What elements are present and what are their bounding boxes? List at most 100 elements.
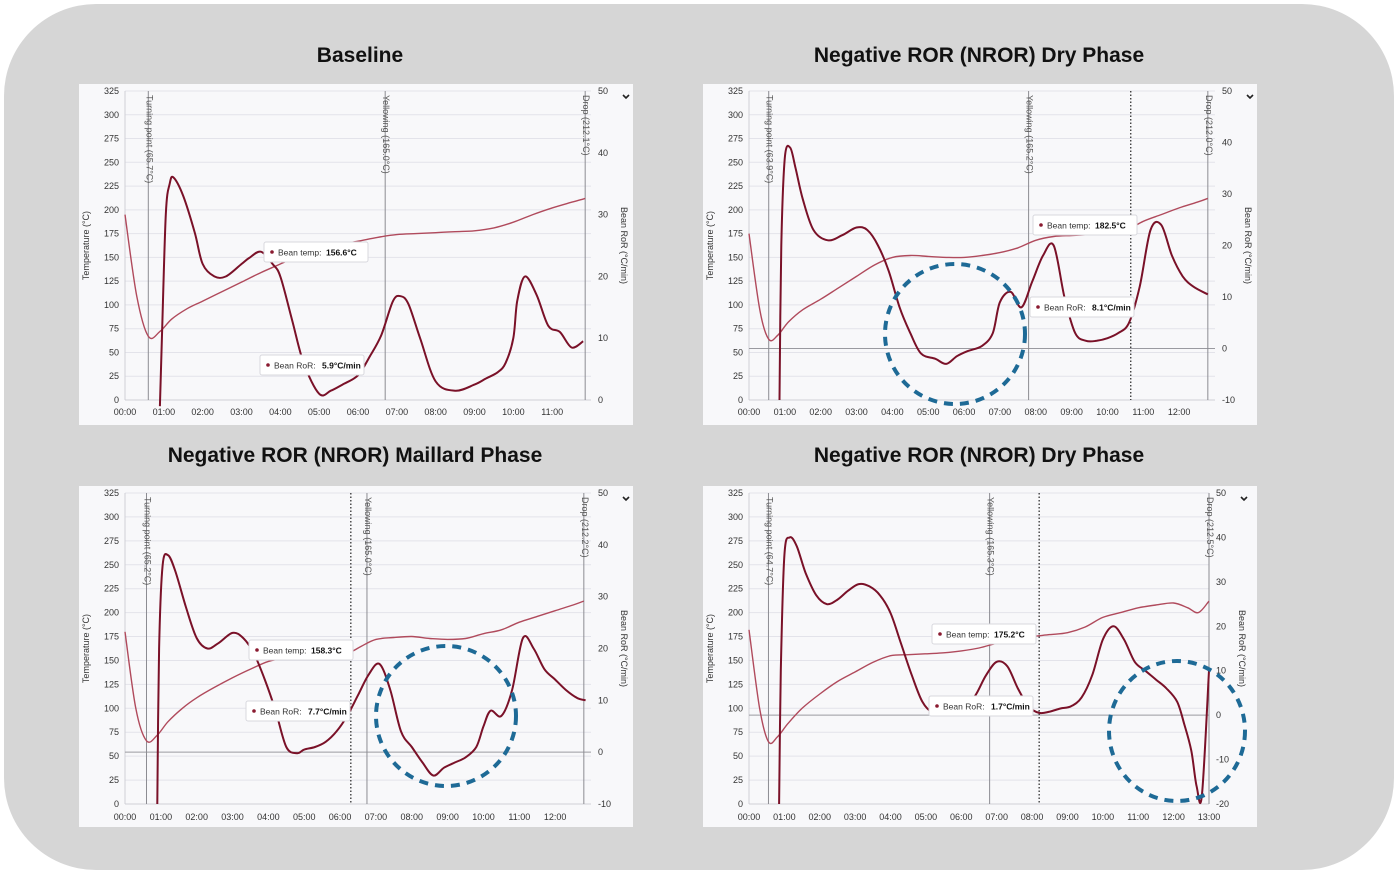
- y-tick-label: 325: [104, 86, 119, 96]
- callout-label: Bean temp:: [946, 630, 989, 640]
- x-tick-label: 11:00: [1132, 407, 1154, 417]
- y2-tick-label: 20: [598, 644, 608, 654]
- y2-tick-label: 40: [1222, 138, 1232, 148]
- y-tick-label: 175: [728, 632, 743, 642]
- x-tick-label: 06:00: [950, 812, 973, 822]
- highlight-circle: [1107, 659, 1247, 803]
- x-tick-label: 13:00: [1198, 812, 1221, 822]
- event-marker-label: Drop (212.5°C): [1205, 497, 1215, 558]
- x-tick-label: 08:00: [1025, 407, 1048, 417]
- roast-chart: 0255075100125150175200225250275300325-10…: [81, 488, 630, 822]
- x-tick-label: 12:00: [1162, 812, 1185, 822]
- x-tick-label: 07:00: [989, 407, 1012, 417]
- y2-tick-label: 40: [598, 540, 608, 550]
- x-tick-label: 00:00: [114, 407, 137, 417]
- event-marker-label: Turning point (65.7°C): [144, 95, 154, 183]
- x-tick-label: 01:00: [153, 407, 176, 417]
- x-tick-label: 12:00: [1168, 407, 1191, 417]
- y2-tick-label: 40: [1216, 532, 1226, 542]
- y2-axis-label: Bean RoR (°C/min): [619, 610, 629, 687]
- callout-value: 175.2°C: [994, 630, 1025, 640]
- y2-tick-label: -10: [1216, 755, 1229, 765]
- x-tick-label: 08:00: [1021, 812, 1044, 822]
- y-tick-label: 150: [104, 252, 119, 262]
- y-tick-label: 250: [728, 157, 743, 167]
- highlight-circle: [883, 262, 1027, 406]
- chevron-down-icon: [622, 496, 630, 502]
- x-tick-label: 08:00: [401, 812, 424, 822]
- callout-box: [259, 354, 365, 376]
- callout-label: Bean temp:: [1047, 221, 1090, 231]
- x-tick-label: 05:00: [917, 407, 940, 417]
- y2-tick-label: 20: [1216, 621, 1226, 631]
- callout-box: [1032, 214, 1138, 236]
- y-tick-label: 175: [104, 632, 119, 642]
- y-tick-label: 300: [728, 110, 743, 120]
- y-tick-label: 225: [728, 181, 743, 191]
- y-tick-label: 225: [728, 584, 743, 594]
- y2-tick-label: 30: [598, 592, 608, 602]
- y-tick-label: 100: [104, 300, 119, 310]
- y2-tick-label: 10: [598, 695, 608, 705]
- callout-value: 7.7°C/min: [308, 707, 347, 717]
- callout-value: 158.3°C: [311, 646, 342, 656]
- chart-title: Negative ROR (NROR) Maillard Phase: [167, 444, 543, 467]
- y2-tick-label: 40: [598, 148, 608, 158]
- y2-tick-label: 20: [1222, 241, 1232, 251]
- roast-chart-panel: 0 25 50 75 100 125 150 175 200 225 250 275 300 325 -10…: [79, 486, 633, 827]
- y2-tick-label: 10: [1222, 292, 1232, 302]
- y-tick-label: 0: [738, 395, 743, 405]
- callout-dot: [1036, 305, 1040, 309]
- y2-tick-label: 30: [1222, 189, 1232, 199]
- y-tick-label: 50: [733, 751, 743, 761]
- y-tick-label: 150: [728, 252, 743, 262]
- y2-axis-label: Bean RoR (°C/min): [619, 207, 629, 284]
- y-tick-label: 200: [104, 205, 119, 215]
- plot-area: 0255075100125150175200225250275300325-10…: [705, 86, 1254, 417]
- y-tick-label: 125: [728, 276, 743, 286]
- x-tick-label: 12:00: [544, 812, 567, 822]
- x-tick-label: 10:00: [1096, 407, 1119, 417]
- y-tick-label: 325: [728, 86, 743, 96]
- y-axis-label: Temperature (°C): [81, 614, 91, 683]
- chart-title: Negative ROR (NROR) Dry Phase: [813, 44, 1145, 67]
- y-tick-label: 25: [109, 371, 119, 381]
- y-tick-label: 100: [728, 703, 743, 713]
- event-marker-label: Drop (212.0°C): [1204, 95, 1214, 156]
- event-marker-label: Drop (212.1°C): [581, 95, 591, 156]
- y-tick-label: 25: [733, 775, 743, 785]
- y-tick-label: 200: [728, 608, 743, 618]
- x-tick-label: 02:00: [809, 812, 832, 822]
- callout-box: [248, 639, 354, 661]
- y2-tick-label: -10: [1222, 395, 1235, 405]
- y-tick-label: 325: [728, 488, 743, 498]
- y-tick-label: 200: [104, 608, 119, 618]
- x-tick-label: 10:00: [1092, 812, 1115, 822]
- y-tick-label: 275: [728, 134, 743, 144]
- highlight-circle: [374, 644, 518, 788]
- callout-dot: [938, 632, 942, 636]
- x-tick-label: 03:00: [845, 407, 868, 417]
- plot-area: 0255075100125150175200225250275300325-10…: [81, 488, 630, 822]
- y2-tick-label: 0: [598, 395, 603, 405]
- y2-tick-label: 30: [1216, 577, 1226, 587]
- y-tick-label: 175: [728, 229, 743, 239]
- x-tick-label: 10:00: [472, 812, 495, 822]
- y2-tick-label: 0: [598, 747, 603, 757]
- event-marker-label: Turning point (65.2°C): [143, 497, 153, 585]
- x-tick-label: 02:00: [185, 812, 208, 822]
- y-tick-label: 125: [104, 679, 119, 689]
- y-tick-label: 125: [104, 276, 119, 286]
- x-tick-label: 07:00: [365, 812, 388, 822]
- x-tick-label: 09:00: [436, 812, 459, 822]
- roast-chart: 0255075100125150175200225250275300325-10…: [705, 86, 1254, 417]
- y-tick-label: 50: [733, 347, 743, 357]
- y2-tick-label: -10: [598, 799, 611, 809]
- x-tick-label: 05:00: [915, 812, 938, 822]
- y-tick-label: 125: [728, 679, 743, 689]
- callout-label: Bean RoR:: [260, 707, 302, 717]
- callout-box: [263, 241, 369, 263]
- x-tick-label: 06:00: [953, 407, 976, 417]
- y2-tick-label: 30: [598, 210, 608, 220]
- y-tick-label: 75: [733, 324, 743, 334]
